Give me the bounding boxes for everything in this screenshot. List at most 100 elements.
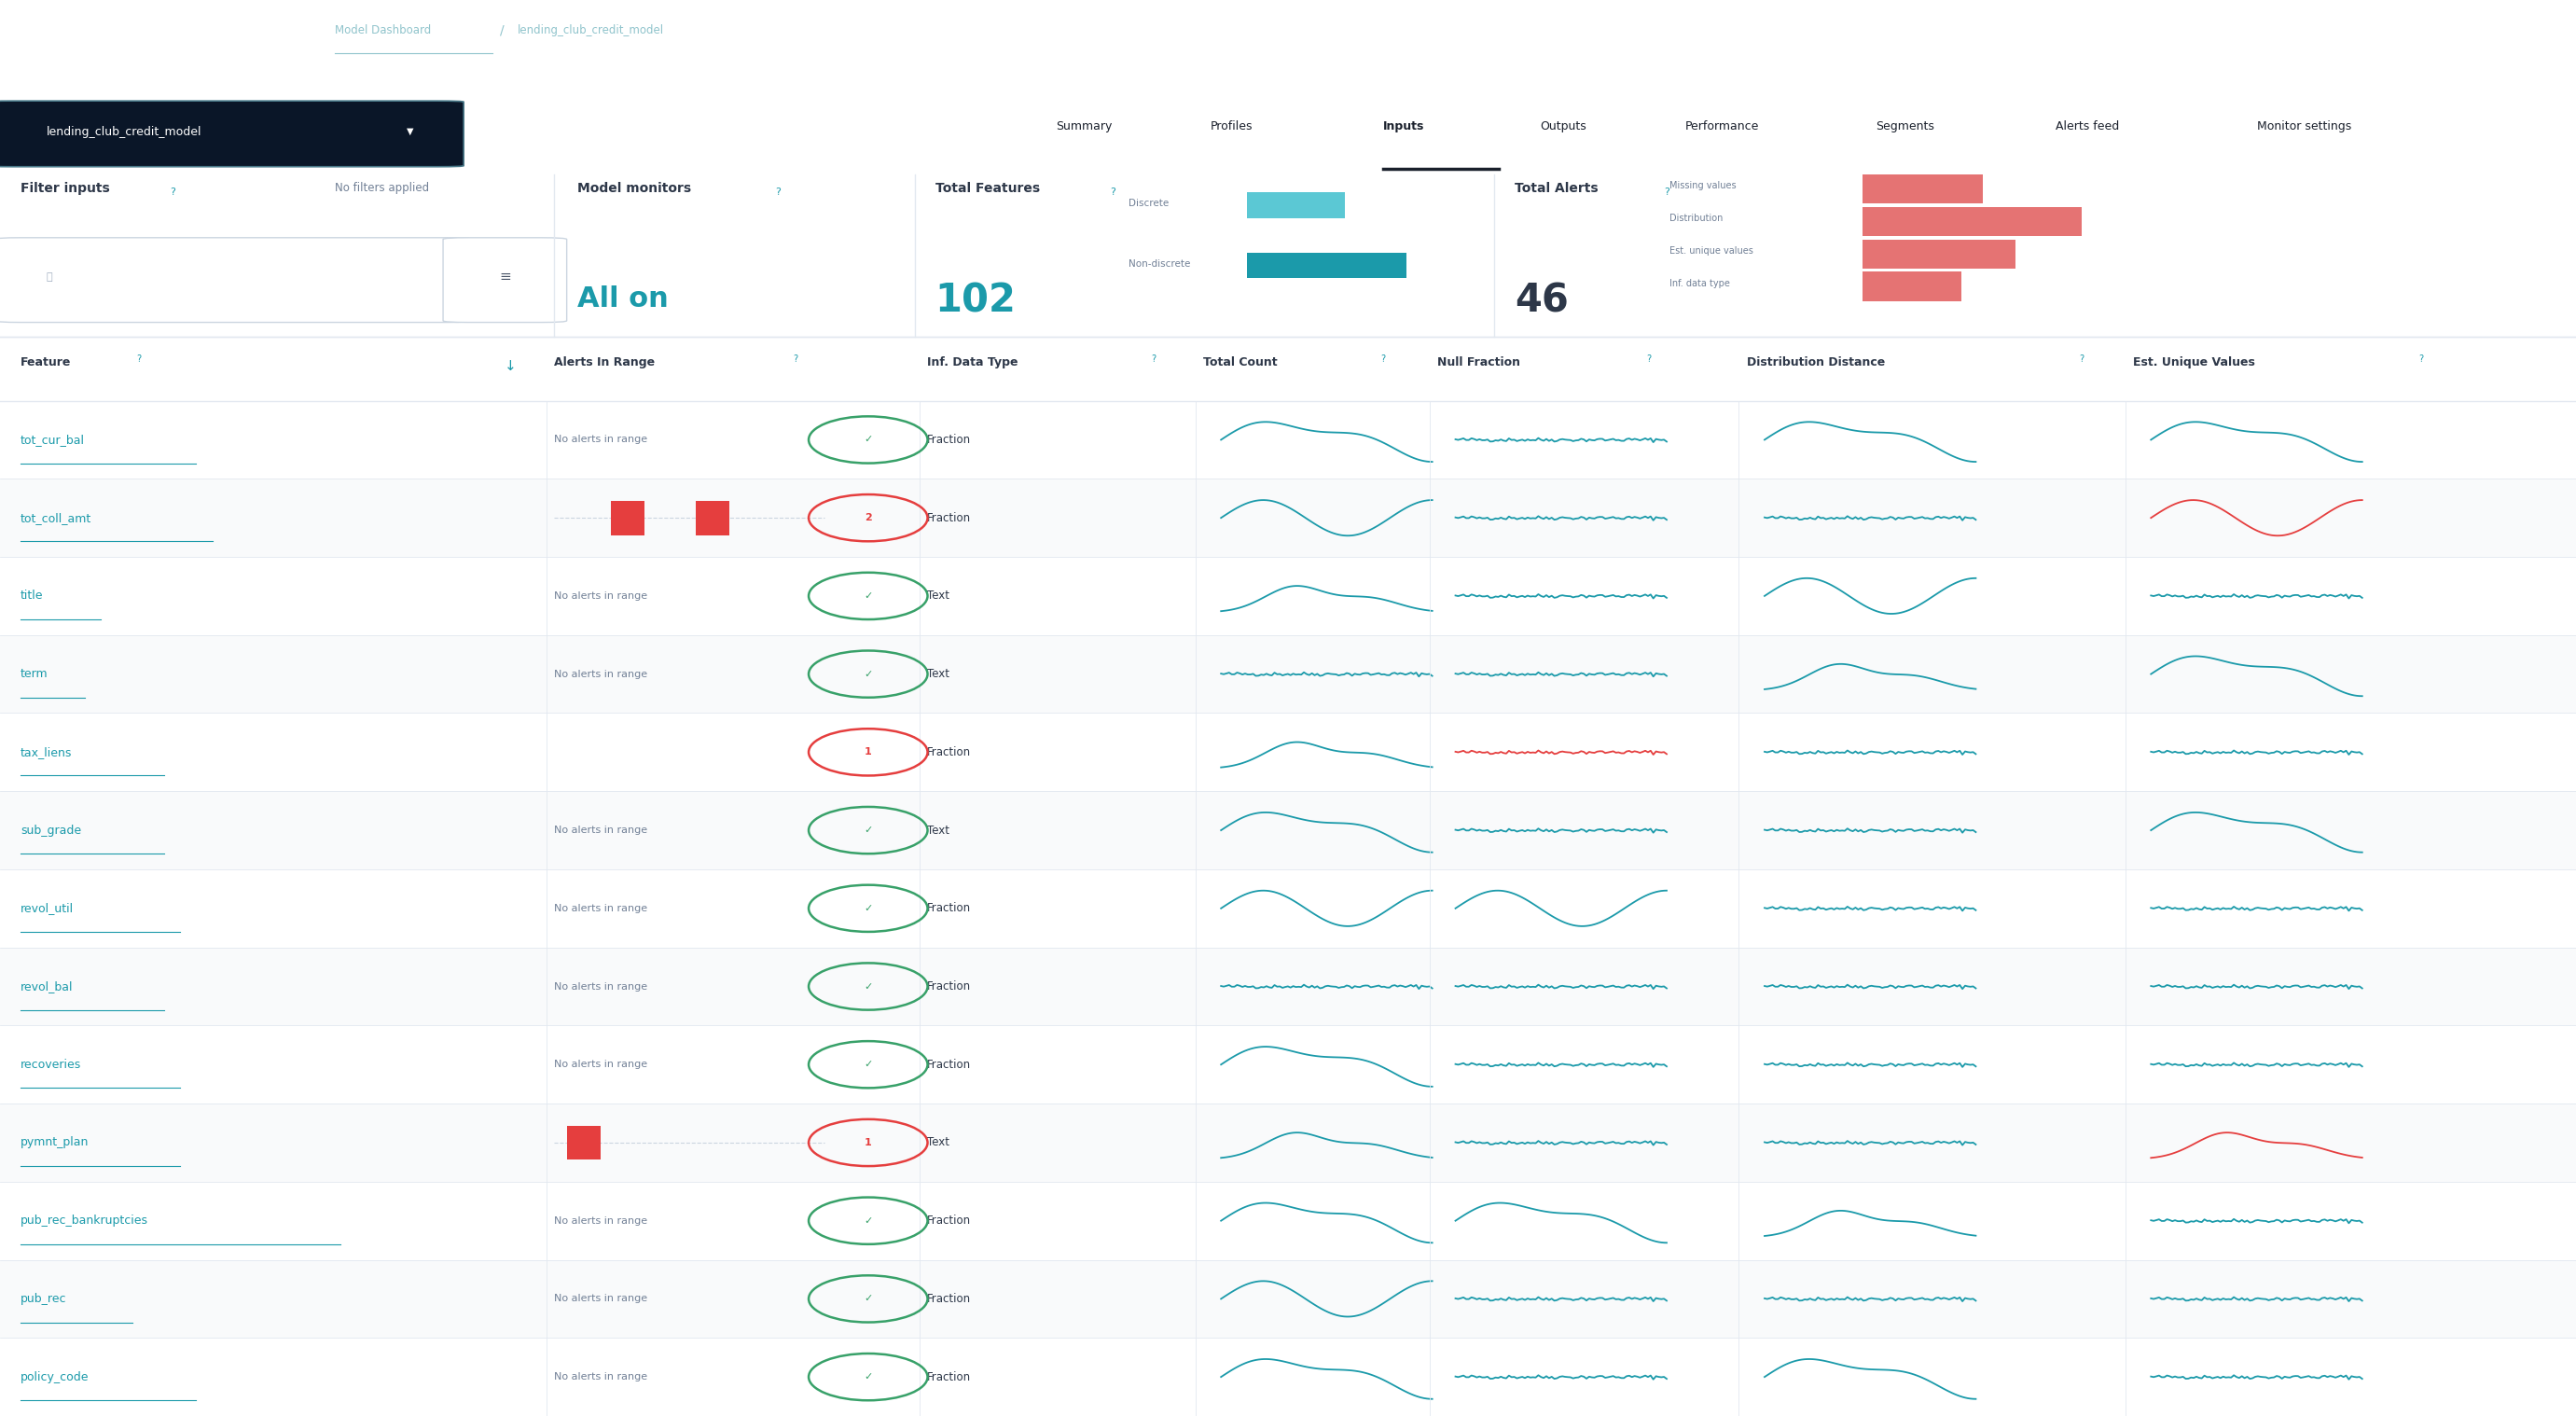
Text: term: term <box>21 668 49 680</box>
Text: Feature: Feature <box>21 357 72 368</box>
Text: ↓: ↓ <box>505 358 518 372</box>
Text: Null Fraction: Null Fraction <box>1437 357 1520 368</box>
Text: ✓: ✓ <box>863 1294 873 1304</box>
Text: Monitor settings: Monitor settings <box>2257 120 2352 133</box>
Text: Outputs: Outputs <box>1540 120 1587 133</box>
Text: pub_rec_bankruptcies: pub_rec_bankruptcies <box>21 1215 149 1226</box>
Text: Inputs: Inputs <box>1383 120 1425 133</box>
Text: Fraction: Fraction <box>927 433 971 446</box>
Text: 2: 2 <box>866 513 871 523</box>
Text: ?: ? <box>1664 187 1669 197</box>
Text: policy_code: policy_code <box>21 1371 90 1383</box>
Text: No alerts in range: No alerts in range <box>554 435 647 445</box>
Bar <box>0 947 2576 1025</box>
Text: recoveries: recoveries <box>21 1059 82 1070</box>
Text: ✓: ✓ <box>863 670 873 678</box>
Text: Performance: Performance <box>1685 120 1759 133</box>
Text: Distribution: Distribution <box>1669 214 1723 222</box>
Bar <box>696 501 729 535</box>
Text: No filters applied: No filters applied <box>335 183 430 194</box>
Bar <box>0 1103 2576 1182</box>
Text: revol_util: revol_util <box>21 902 75 915</box>
Text: 1: 1 <box>866 1138 871 1147</box>
Text: ?: ? <box>1646 354 1651 364</box>
Text: 1: 1 <box>866 748 871 756</box>
Text: ✓: ✓ <box>863 981 873 991</box>
Text: Model monitors: Model monitors <box>577 183 690 195</box>
Text: lending_club_credit_model: lending_club_credit_model <box>46 126 201 137</box>
FancyBboxPatch shape <box>1862 272 1960 302</box>
Text: lending_club_credit_model: lending_club_credit_model <box>518 24 665 37</box>
Text: LOG OUT: LOG OUT <box>2455 28 2501 37</box>
FancyBboxPatch shape <box>1247 193 1345 218</box>
Text: Summary: Summary <box>1056 120 1113 133</box>
Text: ✓: ✓ <box>863 592 873 600</box>
Text: Inf. Data Type: Inf. Data Type <box>927 357 1018 368</box>
Text: ✓: ✓ <box>863 1372 873 1382</box>
Text: Alerts In Range: Alerts In Range <box>554 357 654 368</box>
Text: Text: Text <box>927 824 951 837</box>
Bar <box>0 1260 2576 1338</box>
Text: 02/09/2022: 02/09/2022 <box>2061 24 2123 37</box>
Text: Fraction: Fraction <box>927 1293 971 1306</box>
Text: Text: Text <box>927 668 951 680</box>
FancyBboxPatch shape <box>443 238 567 323</box>
Bar <box>0 634 2576 714</box>
Text: Text: Text <box>927 590 951 602</box>
Text: ✓: ✓ <box>863 903 873 913</box>
Text: ✓: ✓ <box>863 1061 873 1069</box>
Text: Alerts feed: Alerts feed <box>2056 120 2120 133</box>
Text: Profiles: Profiles <box>1211 120 1252 133</box>
Text: WHYLABS: WHYLABS <box>64 23 185 45</box>
Text: pub_rec: pub_rec <box>21 1293 67 1306</box>
Text: to: to <box>2030 24 2040 37</box>
Text: No alerts in range: No alerts in range <box>554 826 647 835</box>
FancyBboxPatch shape <box>1247 252 1406 279</box>
Text: ?: ? <box>793 354 799 364</box>
Text: Non-discrete: Non-discrete <box>1128 259 1190 269</box>
FancyBboxPatch shape <box>1862 174 1984 204</box>
Text: ▼: ▼ <box>407 127 415 136</box>
Text: No alerts in range: No alerts in range <box>554 1216 647 1225</box>
Text: Fraction: Fraction <box>927 902 971 915</box>
Text: Inf. data type: Inf. data type <box>1669 279 1728 287</box>
Text: Text: Text <box>927 1137 951 1148</box>
Text: sub_grade: sub_grade <box>21 824 82 837</box>
Text: ?: ? <box>775 187 781 197</box>
Text: Filter inputs: Filter inputs <box>21 183 111 195</box>
FancyBboxPatch shape <box>0 238 471 323</box>
Text: tot_cur_bal: tot_cur_bal <box>21 433 85 446</box>
Text: Fraction: Fraction <box>927 980 971 993</box>
Text: pymnt_plan: pymnt_plan <box>21 1137 90 1148</box>
Bar <box>0 479 2576 556</box>
Text: ?: ? <box>2079 354 2084 364</box>
Text: ?: ? <box>2419 354 2424 364</box>
Text: No alerts in range: No alerts in range <box>554 981 647 991</box>
Text: ≡: ≡ <box>500 270 510 283</box>
Text: Discrete: Discrete <box>1128 198 1170 208</box>
FancyBboxPatch shape <box>1862 239 2014 269</box>
Text: Fraction: Fraction <box>927 1215 971 1226</box>
Text: Est. unique values: Est. unique values <box>1669 246 1754 255</box>
Text: /: / <box>500 24 505 37</box>
Text: ✓: ✓ <box>863 826 873 835</box>
Text: Est. Unique Values: Est. Unique Values <box>2133 357 2254 368</box>
Text: ✓: ✓ <box>863 435 873 445</box>
Bar <box>0 792 2576 869</box>
Text: No alerts in range: No alerts in range <box>554 1372 647 1382</box>
Bar <box>567 1126 600 1160</box>
Text: 02/02/2022: 02/02/2022 <box>1906 24 1968 37</box>
Text: ▭: ▭ <box>1880 27 1891 38</box>
Text: Total Count: Total Count <box>1203 357 1278 368</box>
Text: 102: 102 <box>935 282 1015 320</box>
Text: ?: ? <box>137 354 142 364</box>
Text: ✓: ✓ <box>863 1216 873 1225</box>
Text: revol_bal: revol_bal <box>21 980 72 993</box>
Text: Fraction: Fraction <box>927 1371 971 1383</box>
Text: Total Features: Total Features <box>935 183 1041 195</box>
Text: Fraction: Fraction <box>927 1059 971 1070</box>
Text: No alerts in range: No alerts in range <box>554 903 647 913</box>
FancyBboxPatch shape <box>0 101 464 167</box>
Text: Distribution Distance: Distribution Distance <box>1747 357 1886 368</box>
FancyBboxPatch shape <box>1862 207 2081 236</box>
